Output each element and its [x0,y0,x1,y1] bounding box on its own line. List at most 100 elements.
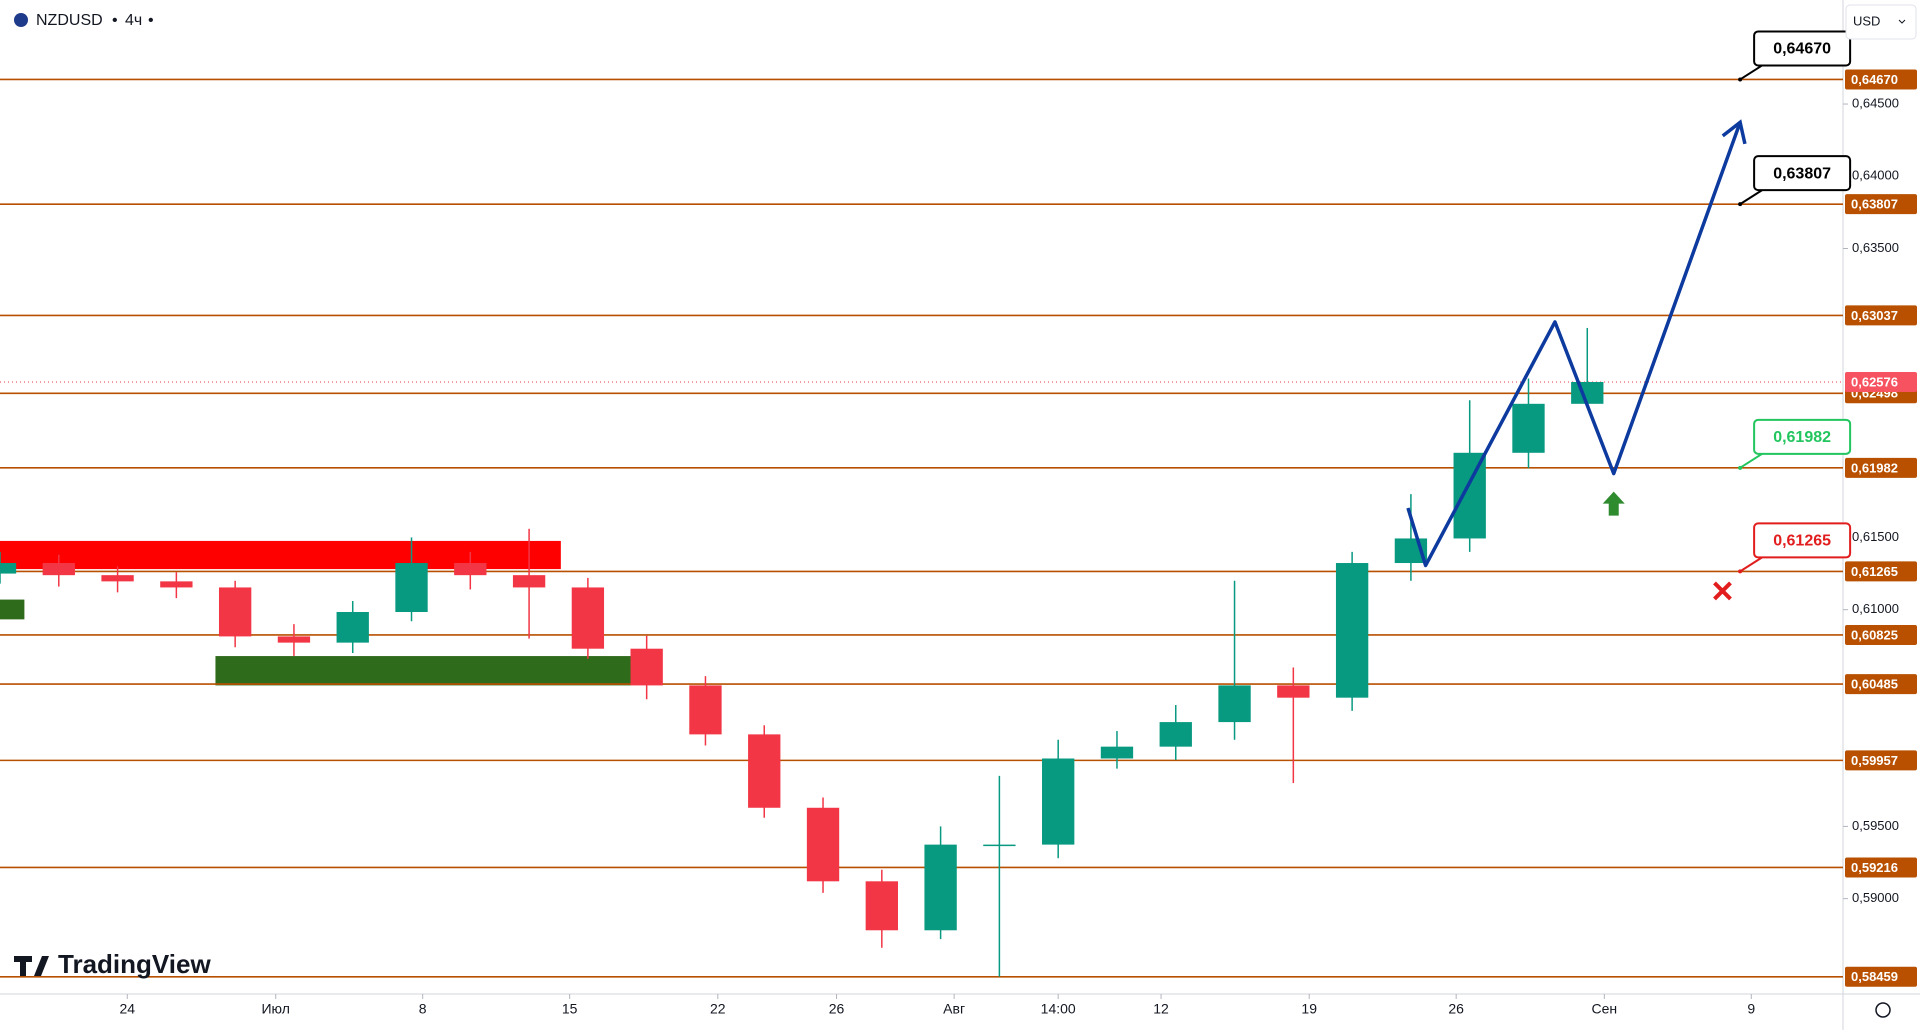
level-tag [1845,561,1917,582]
callout-label: 0,61265 [1773,533,1831,550]
callout-label: 0,63807 [1773,165,1831,182]
candle-body [865,881,898,931]
x-tick-label: 9 [1747,1001,1755,1017]
x-tick-label: 8 [419,1001,427,1017]
level-tag-label: 0,58459 [1851,969,1898,984]
plot: 0,64500 0,64000 0,63500 0,61500 0,61000 0,595… [0,30,1917,1017]
candle-body [1100,746,1134,759]
level-tag [1845,966,1917,987]
level-tag [1845,457,1917,478]
candle-body [218,587,252,637]
callout-box [1753,522,1852,559]
candle-body [512,575,546,588]
projection-arrowhead [1721,119,1747,145]
callout-box [1753,30,1852,67]
level-tag [1845,69,1917,90]
candle-body [748,734,781,808]
candle-body [1335,563,1369,698]
dropdown-icon [1898,19,1906,24]
level-tag [1845,194,1917,215]
settings-icon[interactable] [1875,1002,1891,1018]
callout-box [1753,418,1852,455]
callout-pointer [1739,556,1763,573]
level-tag [1845,305,1917,326]
candle-body [630,648,663,686]
level-tag-label: 0,60485 [1851,677,1898,692]
level-tag [1845,750,1917,771]
flag-icon [14,13,28,27]
candle-body [1453,452,1486,539]
x-tick-label: Сен [1592,1001,1618,1017]
interval[interactable]: 4ч [125,12,142,29]
callout-box [1753,155,1852,192]
y-tick-label: 0,63500 [1852,240,1899,255]
x-tick-label: 14:00 [1041,1001,1076,1017]
logo-mark [14,956,49,976]
x-tick-label: 24 [119,1001,135,1017]
level-tag-label: 0,63037 [1851,308,1898,323]
x-tick-label: 15 [562,1001,578,1017]
currency[interactable]: USD [1853,13,1880,28]
y-tick-label: 0,59000 [1852,890,1899,905]
callout-pointer [1739,452,1763,469]
y-tick-label: 0,59500 [1852,818,1899,833]
symbol[interactable]: NZDUSD [36,12,103,29]
level-tag [1845,857,1917,878]
level-tag [1845,674,1917,695]
separator: • [148,12,154,29]
brand: TradingView [58,949,211,979]
y-tick-label: 0,64000 [1852,168,1899,183]
x-tick-label: Июл [261,1001,289,1017]
candle-body [395,563,428,613]
candle-body [689,685,722,735]
x-tick-label: 26 [1448,1001,1464,1017]
level-tag [1845,624,1917,645]
level-tag-label: 0,59957 [1851,753,1898,768]
currency-box[interactable] [1845,4,1917,40]
stop-cross [1713,581,1732,601]
callout-label: 0,61982 [1773,429,1831,446]
candle-body [101,575,134,582]
buy-arrow [1602,491,1625,516]
logo: TradingView [14,949,211,979]
callout-pointer [1739,64,1763,81]
header: NZDUSD • 4ч • [14,12,154,29]
level-tag-label: 0,60825 [1851,627,1898,642]
candle-body [1042,758,1075,845]
y-tick-label: 0,64500 [1852,95,1899,110]
x-tick-label: 12 [1153,1001,1169,1017]
level-tag-label: 0,61982 [1851,460,1898,475]
candle-body [1512,403,1545,453]
projection-line [1406,121,1742,568]
candle-body [1277,685,1310,698]
level-tag-label: 0,63807 [1851,197,1898,212]
separator: • [112,12,118,29]
candle-body [1159,722,1192,747]
candle-body [336,612,369,643]
candle-body [454,563,487,576]
last-price-label: 0,62576 [1851,374,1898,389]
level-tag-label: 0,64670 [1851,72,1898,87]
y-tick-label: 0,61500 [1852,529,1899,544]
last-price-tag [1845,371,1917,392]
candle-body [277,636,311,643]
candle-body [42,563,75,576]
candle-body [983,844,1016,847]
candle-body [0,563,17,574]
zone [215,656,631,686]
candle-body [160,581,193,588]
x-tick-label: 22 [710,1001,726,1017]
callout-pointer [1739,189,1763,205]
currency-button[interactable]: USD [1845,4,1917,40]
x-tick-label: Авг [943,1001,965,1017]
y-tick-label: 0,61000 [1852,601,1899,616]
candle-body [1218,685,1251,723]
callout-label: 0,64670 [1773,41,1831,58]
candle-body [806,807,840,882]
zone [0,599,25,620]
candle-body [571,587,605,649]
level-tag-label: 0,59216 [1851,860,1898,875]
